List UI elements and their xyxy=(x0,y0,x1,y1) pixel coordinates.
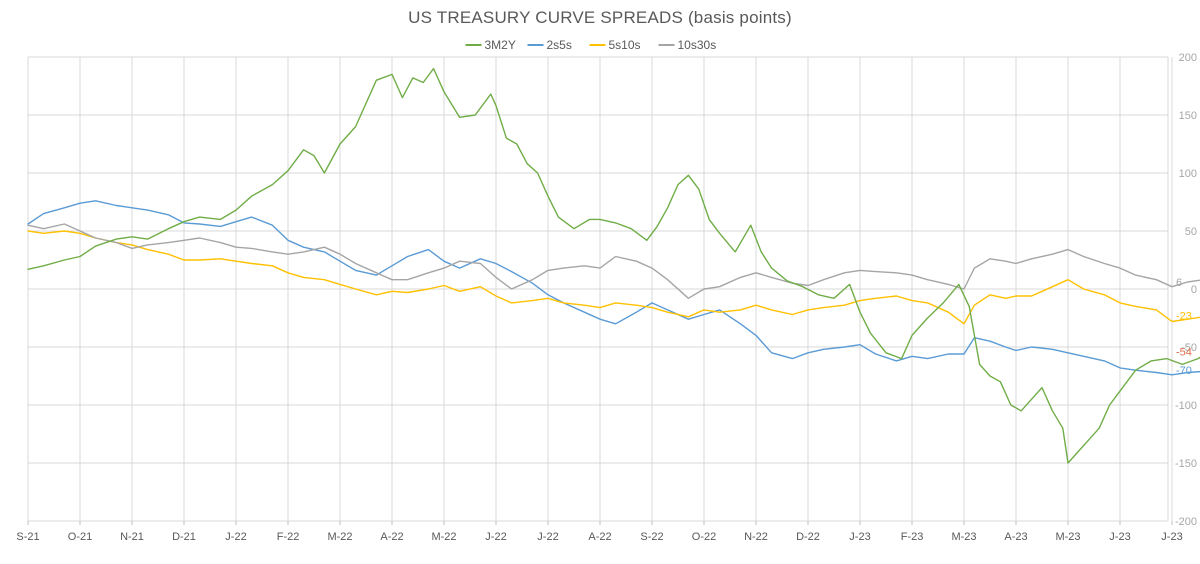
y-tick-label: -100 xyxy=(1175,400,1197,412)
x-tick-label: N-21 xyxy=(120,531,144,543)
y-tick-label: -50 xyxy=(1181,342,1197,354)
x-tick-label: J-22 xyxy=(225,531,246,543)
x-tick-label: N-22 xyxy=(744,531,768,543)
y-tick-label: 0 xyxy=(1191,284,1197,296)
x-tick-label: F-23 xyxy=(901,531,924,543)
x-tick-label: M-22 xyxy=(431,531,456,543)
x-tick-label: O-22 xyxy=(692,531,716,543)
x-tick-label: D-22 xyxy=(796,531,820,543)
legend-label-3m2y: 3M2Y xyxy=(485,38,516,52)
legend-label-2s5s: 2s5s xyxy=(547,38,572,52)
gridlines xyxy=(27,56,1173,522)
series-line-2s5s xyxy=(27,200,1200,376)
x-tick-label: J-23 xyxy=(1161,531,1182,543)
x-axis: S-21 O-21 N-21 D-21 J-22 F-22 M-22 A-22 M-22 J-22… xyxy=(16,521,1183,543)
x-tick-label: A-22 xyxy=(588,531,611,543)
legend: 3M2Y 2s5s 5s10s 10s30s xyxy=(465,38,717,52)
y-tick-label: -200 xyxy=(1175,516,1197,528)
chart-title: US TREASURY CURVE SPREADS (basis points) xyxy=(408,8,792,27)
x-tick-label: M-22 xyxy=(327,531,352,543)
legend-label-5s10s: 5s10s xyxy=(609,38,641,52)
end-label-5s10s: -23 xyxy=(1176,311,1192,323)
x-tick-label: A-23 xyxy=(1004,531,1027,543)
x-tick-label: M-23 xyxy=(1055,531,1080,543)
x-tick-label: J-22 xyxy=(485,531,506,543)
x-tick-label: F-22 xyxy=(277,531,300,543)
end-label-10s30s: 6 xyxy=(1176,277,1182,289)
y-tick-label: -150 xyxy=(1175,458,1197,470)
x-tick-label: J-23 xyxy=(1109,531,1130,543)
x-tick-label: O-21 xyxy=(68,531,92,543)
x-tick-label: A-22 xyxy=(380,531,403,543)
x-tick-label: J-22 xyxy=(537,531,558,543)
x-tick-label: S-21 xyxy=(16,531,39,543)
y-tick-label: 100 xyxy=(1179,168,1197,180)
series-line-5s10s xyxy=(27,230,1200,325)
series-layer xyxy=(27,67,1200,464)
y-tick-label: 200 xyxy=(1179,52,1197,64)
y-tick-label: 50 xyxy=(1185,226,1197,238)
end-labels: -54 -70 -23 6 xyxy=(1176,277,1192,377)
x-tick-label: J-23 xyxy=(849,531,870,543)
series-line-3m2y xyxy=(27,67,1200,464)
y-tick-label: 150 xyxy=(1179,110,1197,122)
end-label-3m2y: -54 xyxy=(1176,347,1192,359)
x-tick-label: S-22 xyxy=(640,531,663,543)
y-axis: -200 -150 -100 -50 0 50 100 150 200 xyxy=(1175,52,1197,528)
end-label-2s5s: -70 xyxy=(1176,365,1192,377)
x-tick-label: D-21 xyxy=(172,531,196,543)
series-line-10s30s xyxy=(27,223,1200,299)
x-tick-label: M-23 xyxy=(951,531,976,543)
legend-label-10s30s: 10s30s xyxy=(678,38,717,52)
